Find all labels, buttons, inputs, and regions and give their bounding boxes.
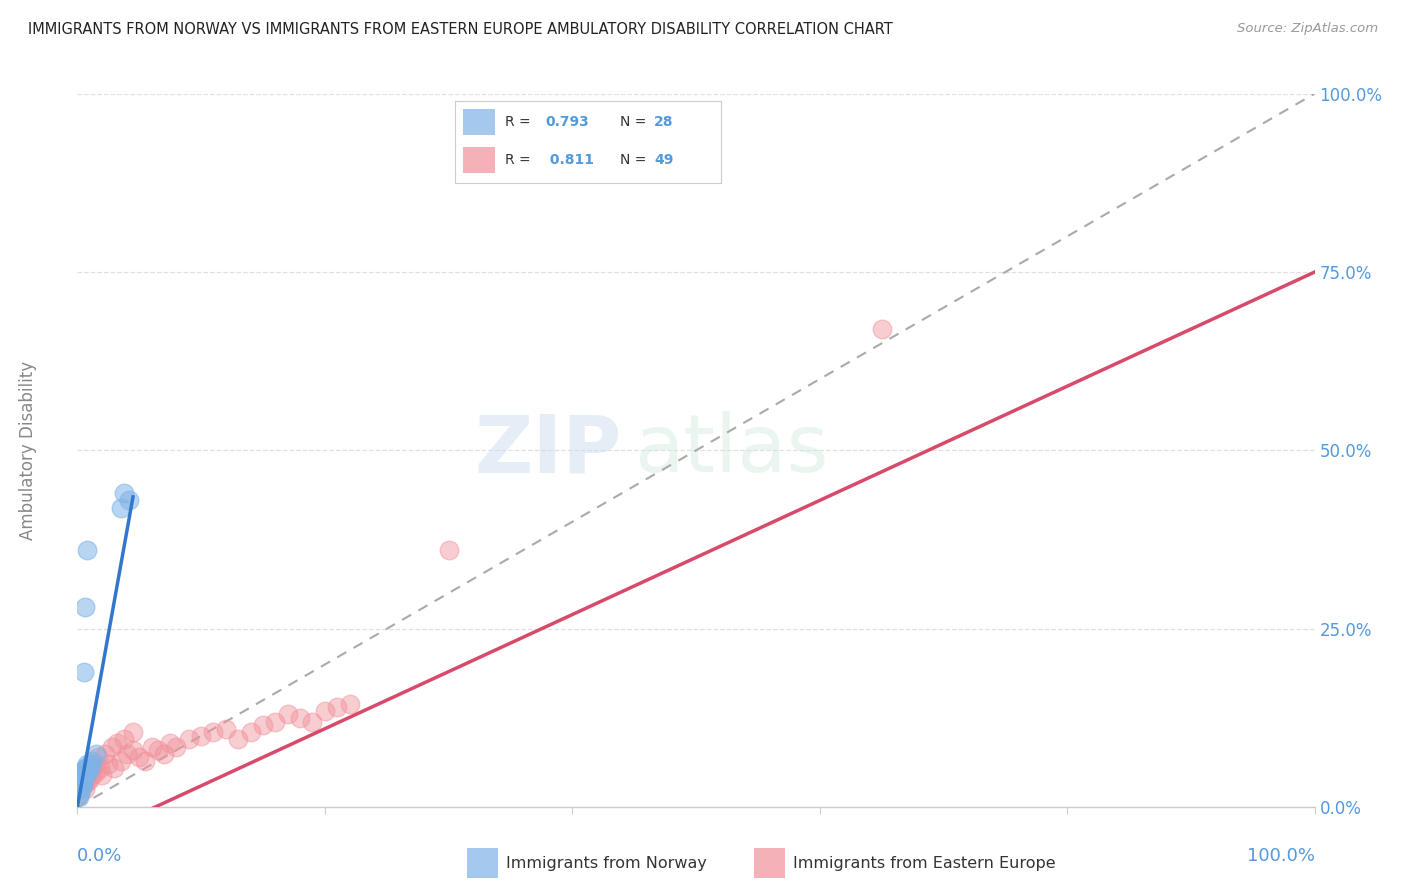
Point — [72, 772, 94, 786]
Point — [79, 772, 101, 786]
Point — [118, 493, 141, 508]
Text: 100.0%: 100.0% — [1247, 847, 1315, 864]
Point — [70, 764, 93, 779]
Point — [72, 779, 94, 793]
Point — [141, 739, 163, 754]
Point — [122, 725, 145, 739]
Text: Ambulatory Disability: Ambulatory Disability — [18, 361, 37, 540]
Point — [301, 714, 323, 729]
Point — [134, 754, 156, 768]
Point — [437, 543, 460, 558]
Point — [75, 761, 97, 775]
Point — [72, 775, 94, 789]
Point — [75, 764, 97, 779]
Point — [146, 743, 169, 757]
Point — [326, 700, 349, 714]
Point — [82, 754, 104, 768]
Point — [73, 600, 96, 615]
Point — [69, 782, 91, 797]
Point — [67, 789, 90, 804]
Point — [84, 747, 107, 761]
Text: Source: ZipAtlas.com: Source: ZipAtlas.com — [1237, 22, 1378, 36]
Point — [314, 704, 336, 718]
Point — [82, 768, 104, 782]
Point — [277, 707, 299, 722]
Point — [103, 761, 125, 775]
Point — [112, 486, 135, 500]
Point — [239, 725, 262, 739]
FancyBboxPatch shape — [754, 848, 785, 878]
Point — [190, 729, 212, 743]
Text: ZIP: ZIP — [474, 411, 621, 490]
Point — [72, 775, 94, 789]
Point — [72, 665, 94, 679]
Point — [70, 772, 93, 786]
Point — [112, 732, 135, 747]
Text: IMMIGRANTS FROM NORWAY VS IMMIGRANTS FROM EASTERN EUROPE AMBULATORY DISABILITY C: IMMIGRANTS FROM NORWAY VS IMMIGRANTS FRO… — [28, 22, 893, 37]
Point — [69, 786, 91, 800]
Point — [93, 747, 115, 761]
Point — [97, 757, 120, 772]
Point — [70, 775, 93, 789]
Point — [73, 761, 96, 775]
Point — [215, 722, 238, 736]
Point — [77, 764, 100, 779]
Point — [84, 764, 107, 779]
Point — [73, 768, 96, 782]
Point — [153, 747, 176, 761]
Point — [89, 761, 111, 775]
Point — [72, 768, 94, 782]
Point — [79, 761, 101, 775]
Point — [105, 736, 128, 750]
Point — [80, 757, 103, 772]
Point — [83, 757, 105, 772]
Point — [115, 747, 138, 761]
Point — [177, 732, 200, 747]
Point — [76, 543, 98, 558]
Point — [122, 743, 145, 757]
Point — [73, 782, 96, 797]
Point — [288, 711, 311, 725]
Point — [101, 739, 124, 754]
Text: Immigrants from Norway: Immigrants from Norway — [506, 855, 707, 871]
Point — [77, 764, 100, 779]
Point — [165, 739, 187, 754]
Point — [110, 500, 132, 515]
Point — [870, 322, 893, 336]
Point — [76, 775, 98, 789]
Point — [80, 761, 103, 775]
Text: 0.0%: 0.0% — [77, 847, 122, 864]
Point — [87, 750, 110, 764]
Text: Immigrants from Eastern Europe: Immigrants from Eastern Europe — [793, 855, 1056, 871]
Point — [69, 786, 91, 800]
Point — [264, 714, 287, 729]
Point — [69, 779, 91, 793]
Point — [339, 697, 361, 711]
Point — [75, 768, 97, 782]
Point — [91, 768, 114, 782]
Point — [128, 750, 150, 764]
Point — [252, 718, 274, 732]
Point — [202, 725, 225, 739]
Point — [110, 754, 132, 768]
Point — [226, 732, 249, 747]
Point — [70, 782, 93, 797]
Point — [75, 772, 97, 786]
FancyBboxPatch shape — [467, 848, 498, 878]
Text: atlas: atlas — [634, 411, 828, 490]
Point — [76, 757, 98, 772]
Point — [159, 736, 181, 750]
Point — [72, 779, 94, 793]
